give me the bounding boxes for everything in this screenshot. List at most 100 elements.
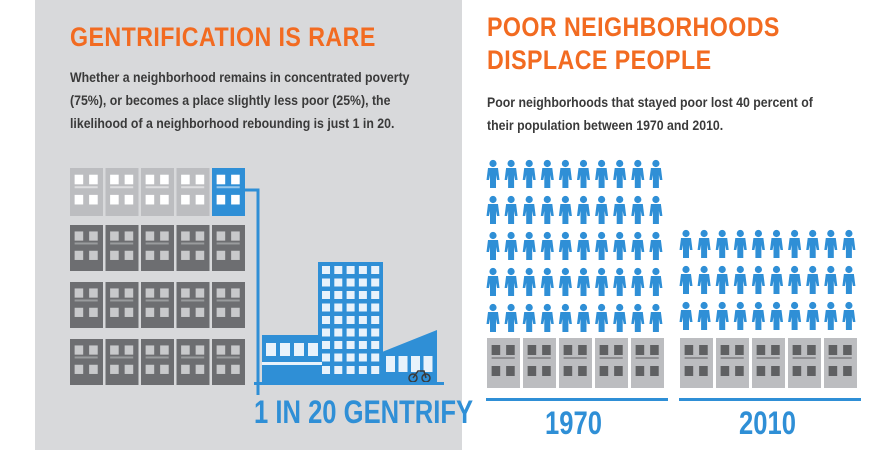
connector-line (240, 188, 260, 395)
person-icon (631, 195, 645, 224)
poor-building (70, 168, 103, 216)
person-icon (595, 267, 609, 296)
left-title: GENTRIFICATION IS RARE (70, 22, 376, 52)
person-icon (504, 159, 518, 188)
left-body-line-2: (75%), or becomes a place slightly less … (70, 92, 391, 108)
poor-building (212, 225, 245, 271)
gentrifying-building (212, 168, 245, 216)
ground-line (254, 382, 444, 385)
poor-building (141, 339, 174, 385)
year-2010-label: 2010 (739, 405, 796, 441)
person-icon (697, 229, 711, 258)
baseline (486, 398, 668, 401)
person-icon (824, 265, 838, 294)
left-body-line-3: likelihood of a neighborhood rebounding … (70, 115, 395, 131)
gentrify-callout: 1 IN 20 GENTRIFY (254, 394, 474, 430)
poor-building (70, 282, 103, 328)
row-building (680, 338, 713, 388)
person-icon (522, 303, 536, 332)
person-icon (540, 195, 554, 224)
person-icon (649, 231, 663, 260)
person-icon (577, 159, 590, 188)
person-icon (751, 301, 765, 330)
person-icon (540, 159, 554, 188)
poor-building (212, 339, 245, 385)
person-icon (486, 231, 500, 260)
right-body-line-2: their population between 1970 and 2010. (487, 117, 724, 133)
person-icon (486, 159, 500, 188)
year-1970-label: 1970 (545, 405, 602, 441)
poor-building (105, 339, 139, 385)
person-icon (558, 267, 572, 296)
person-icon (613, 231, 627, 260)
person-icon (697, 265, 711, 294)
person-icon (504, 195, 518, 224)
person-icon (770, 301, 783, 330)
person-icon (504, 303, 518, 332)
person-icon (842, 301, 856, 330)
person-icon (613, 195, 627, 224)
person-icon (649, 159, 663, 188)
person-icon (613, 303, 627, 332)
building-grid (70, 168, 245, 385)
poor-building (141, 225, 174, 271)
row-building (752, 338, 785, 388)
person-icon (558, 195, 572, 224)
gentrified-buildings-illustration (254, 262, 444, 385)
person-icon (715, 229, 729, 258)
person-icon (806, 301, 820, 330)
person-icon (824, 229, 838, 258)
person-icon (522, 159, 536, 188)
person-icon (842, 265, 856, 294)
person-icon (540, 267, 554, 296)
person-icon (649, 195, 663, 224)
right-title-line-2: DISPLACE PEOPLE (487, 45, 712, 75)
person-icon (806, 265, 820, 294)
person-icon (770, 229, 783, 258)
person-icon (595, 303, 609, 332)
poor-building (105, 168, 139, 216)
person-icon (751, 229, 765, 258)
row-building (716, 338, 749, 388)
person-icon (504, 231, 518, 260)
person-icon (613, 267, 627, 296)
person-icon (679, 301, 693, 330)
person-icon (751, 265, 765, 294)
poor-building (141, 282, 174, 328)
person-icon (649, 303, 663, 332)
row-building (824, 338, 857, 388)
person-icon (649, 267, 663, 296)
row-building (487, 338, 520, 388)
poor-building (70, 225, 103, 271)
row-building (595, 338, 628, 388)
left-body-line-1: Whether a neighborhood remains in concen… (70, 69, 410, 85)
person-icon (733, 301, 747, 330)
poor-building (176, 282, 210, 328)
person-icon (631, 159, 645, 188)
right-body-line-1: Poor neighborhoods that stayed poor lost… (487, 94, 813, 110)
person-icon (715, 265, 729, 294)
people-group-2010 (679, 229, 861, 401)
person-icon (679, 229, 693, 258)
person-icon (824, 301, 838, 330)
person-icon (540, 231, 554, 260)
slanted-building (382, 330, 437, 382)
person-icon (558, 303, 572, 332)
row-building (523, 338, 556, 388)
poor-building (141, 168, 174, 216)
low-building (262, 335, 322, 382)
person-icon (558, 231, 572, 260)
right-title-line-1: POOR NEIGHBORHOODS (487, 12, 780, 42)
person-icon (733, 229, 747, 258)
people-group-1970 (486, 159, 668, 401)
person-icon (486, 303, 500, 332)
person-icon (806, 229, 820, 258)
person-icon (522, 267, 536, 296)
connector-path (240, 188, 260, 395)
person-icon (697, 301, 711, 330)
person-icon (788, 301, 802, 330)
person-icon (486, 267, 500, 296)
people-groups (486, 159, 861, 401)
person-icon (540, 303, 554, 332)
